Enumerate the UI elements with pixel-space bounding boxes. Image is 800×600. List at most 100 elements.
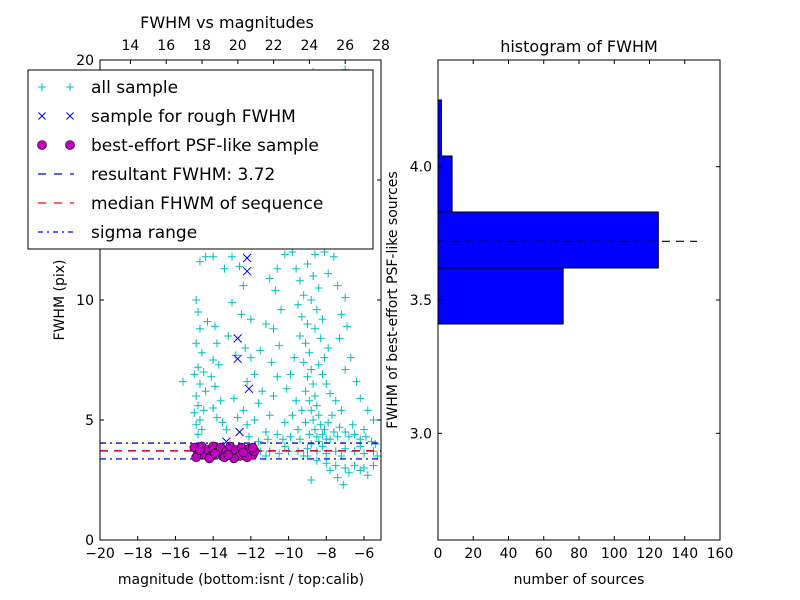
legend-entry: sample for rough FWHM [38, 107, 296, 127]
all-sample-point [348, 420, 357, 429]
all-sample-point [352, 377, 361, 386]
all-sample-point [277, 305, 286, 314]
all-sample-point [199, 406, 208, 415]
scatter-top-tick-label: 28 [372, 38, 390, 54]
scatter-top-tick-label: 22 [265, 38, 283, 54]
rough-fwhm-sample-point [242, 253, 252, 263]
all-sample-point [303, 320, 312, 328]
all-sample-point [343, 322, 352, 331]
scatter-xtick-label: −16 [161, 546, 191, 562]
scatter-top-tick-label: 18 [193, 38, 211, 54]
all-sample-point [256, 346, 265, 355]
histogram-bar [437, 155, 453, 213]
histogram-xtick-label: 100 [601, 546, 628, 562]
all-sample-point [329, 252, 338, 261]
all-sample-point [326, 435, 335, 444]
psf-like-sample-point [247, 442, 258, 453]
all-sample-point [271, 286, 280, 295]
all-sample-point [299, 358, 308, 367]
legend-entry: sigma range [38, 223, 197, 243]
all-sample-point [244, 432, 253, 441]
all-sample-point [258, 387, 267, 396]
legend-entry: median FHWM of sequence [38, 194, 323, 214]
all-sample-point [333, 473, 342, 482]
scatter-top-tick-label: 20 [229, 38, 247, 54]
all-sample-point [265, 274, 274, 283]
all-sample-point [178, 377, 187, 386]
histogram-xtick-label: 60 [535, 546, 553, 562]
all-sample-point [190, 408, 199, 417]
all-sample-point [316, 420, 325, 429]
all-sample-point [301, 339, 310, 348]
all-sample-point [309, 272, 318, 280]
all-sample-point [369, 416, 378, 424]
all-sample-point [314, 411, 323, 420]
legend-x-icon [66, 112, 74, 120]
all-sample-point [341, 365, 350, 374]
all-sample-point [331, 396, 340, 405]
legend-label: resultant FWHM: 3.72 [91, 165, 275, 185]
all-sample-point [250, 370, 259, 379]
histogram-xtick-label: 120 [636, 546, 663, 562]
all-sample-point [263, 435, 272, 444]
all-sample-point [195, 380, 204, 388]
all-sample-point [333, 432, 342, 441]
legend-plus-icon [38, 83, 46, 91]
all-sample-point [356, 466, 365, 475]
all-sample-point [294, 300, 303, 309]
all-sample-point [335, 334, 344, 343]
all-sample-point [318, 442, 327, 451]
all-sample-point [273, 430, 282, 439]
all-sample-point [292, 396, 301, 405]
histogram-xtick-label: 140 [671, 546, 698, 562]
all-sample-point [324, 269, 333, 278]
all-sample-point [309, 380, 318, 388]
all-sample-point [363, 406, 372, 415]
all-sample-point [195, 416, 204, 424]
all-sample-point [237, 310, 246, 319]
all-sample-point [329, 428, 338, 436]
all-sample-point [294, 425, 303, 434]
all-sample-point [197, 425, 206, 434]
all-sample-point [235, 262, 244, 271]
all-sample-point [273, 372, 282, 381]
all-sample-point [192, 392, 201, 400]
histogram-plot: 0 20 40 60 80 100 120 140 160 3.0 3.5 4.0 histogram… [385, 37, 733, 588]
all-sample-point [337, 310, 346, 319]
rough-fwhm-sample-point [222, 437, 231, 446]
all-sample-point [241, 344, 250, 352]
all-sample-point [333, 281, 342, 290]
all-sample-point [360, 425, 369, 434]
all-sample-point [363, 471, 372, 480]
rough-fwhm-sample-point [242, 266, 252, 276]
all-sample-point [305, 348, 314, 357]
all-sample-point [341, 293, 350, 302]
all-sample-point [346, 353, 355, 362]
legend-entry: best-effort PSF-like sample [37, 136, 319, 156]
scatter-top-tick-label: 14 [122, 38, 140, 54]
all-sample-point [295, 435, 304, 444]
all-sample-point [310, 425, 319, 434]
all-sample-point [326, 389, 335, 398]
all-sample-point [201, 387, 210, 396]
all-sample-point [318, 370, 327, 379]
all-sample-point [360, 449, 369, 458]
all-sample-point [295, 332, 304, 340]
histogram-ytick-label: 3.0 [410, 426, 432, 442]
all-sample-point [275, 449, 284, 458]
all-sample-point [320, 353, 329, 362]
histogram-xtick-label: 160 [707, 546, 734, 562]
psf-like-sample-point [238, 447, 249, 458]
all-sample-point [344, 432, 353, 441]
all-sample-point [199, 368, 208, 376]
all-sample-point [307, 476, 316, 484]
legend: all sample sample for rough FWHM best-effo… [27, 69, 374, 250]
all-sample-point [195, 257, 204, 266]
all-sample-point [303, 444, 312, 453]
all-sample-point [207, 372, 216, 381]
all-sample-point [216, 396, 225, 405]
all-sample-point [190, 370, 199, 379]
all-sample-point [273, 264, 282, 273]
all-sample-point [301, 418, 310, 427]
